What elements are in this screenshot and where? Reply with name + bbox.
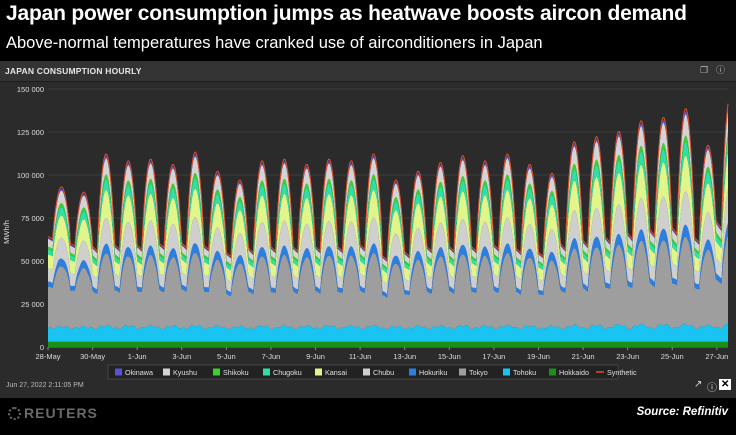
x-tick-label: 21-Jun bbox=[572, 352, 595, 361]
info-icon[interactable]: ⓘ bbox=[707, 383, 717, 394]
y-axis: 0 25 000 50 000 75 000 100 000 125 000 150 000 bbox=[17, 85, 44, 352]
legend-label-shikoku: Shikoku bbox=[223, 368, 249, 377]
window-icon[interactable]: ❐ bbox=[700, 65, 709, 75]
y-tick-label: 25 000 bbox=[21, 300, 44, 309]
help-icon[interactable]: ⓘ bbox=[716, 65, 726, 75]
reuters-mark-icon bbox=[8, 407, 21, 420]
share-icon[interactable]: ↗ bbox=[694, 379, 703, 390]
x-tick-label: 11-Jun bbox=[349, 352, 371, 361]
x-tick-label: 13-Jun bbox=[393, 352, 416, 361]
legend-swatch-kyushu bbox=[163, 368, 170, 376]
legend-swatch-hokuriku bbox=[409, 368, 416, 376]
x-tick-label: 19-Jun bbox=[527, 352, 550, 361]
subheadline: Above-normal temperatures have cranked u… bbox=[6, 34, 543, 52]
stacked-areas bbox=[47, 103, 729, 347]
source-note: Source: Refinitiv bbox=[636, 406, 728, 418]
x-tick-label: 9-Jun bbox=[306, 352, 325, 361]
legend-label-tokyo: Tokyo bbox=[469, 368, 488, 377]
x-tick-label: 28-May bbox=[35, 352, 60, 361]
legend-label-kansai: Kansai bbox=[325, 368, 347, 377]
legend: Okinawa Kyushu Shikoku Chugoku Kansai Chubu Ho… bbox=[107, 364, 637, 380]
legend-label-okinawa: Okinawa bbox=[125, 368, 153, 377]
legend-swatch-kansai bbox=[315, 368, 322, 376]
legend-swatch-chugoku bbox=[263, 368, 270, 376]
legend-label-hokuriku: Hokuriku bbox=[419, 368, 447, 377]
y-tick-label: 125 000 bbox=[17, 128, 44, 137]
legend-swatch-hokkaido bbox=[549, 368, 556, 376]
x-tick-label: 15-Jun bbox=[438, 352, 461, 361]
y-tick-label: 0 bbox=[40, 343, 44, 352]
legend-label-synthetic: Synthetic bbox=[607, 368, 637, 377]
area-chugoku bbox=[48, 137, 728, 274]
panel-title: JAPAN CONSUMPTION HOURLY bbox=[5, 66, 142, 76]
line-synthetic bbox=[47, 103, 729, 262]
y-tick-label: 100 000 bbox=[17, 171, 44, 180]
legend-label-chugoku: Chugoku bbox=[273, 368, 302, 377]
x-axis: 28-May 30-May 1-Jun 3-Jun 5-Jun 7-Jun 9-Jun 11-… bbox=[35, 347, 728, 361]
legend-label-hokkaido: Hokkaido bbox=[559, 368, 589, 377]
y-axis-label: MWh/h bbox=[2, 220, 11, 244]
legend-swatch-chubu bbox=[363, 368, 370, 376]
consumption-chart: 0 25 000 50 000 75 000 100 000 125 000 150 000… bbox=[2, 85, 729, 380]
area-tokyo bbox=[48, 235, 728, 330]
x-tick-label: 25-Jun bbox=[661, 352, 684, 361]
chart-panel: JAPAN CONSUMPTION HOURLY ❐ ⓘ 0 25 000 50 0… bbox=[0, 61, 736, 398]
legend-label-kyushu: Kyushu bbox=[173, 368, 197, 377]
area-kansai bbox=[48, 152, 728, 284]
legend-label-tohoku: Tohoku bbox=[513, 368, 536, 377]
y-tick-label: 50 000 bbox=[21, 257, 44, 266]
y-tick-label: 150 000 bbox=[17, 85, 44, 94]
reuters-logo: REUTERS bbox=[8, 405, 98, 421]
area-tohoku bbox=[48, 323, 728, 342]
x-tick-label: 7-Jun bbox=[262, 352, 281, 361]
legend-label-chubu: Chubu bbox=[373, 368, 394, 377]
x-tick-label: 3-Jun bbox=[172, 352, 191, 361]
legend-swatch-okinawa bbox=[115, 368, 122, 376]
legend-swatch-shikoku bbox=[213, 368, 220, 376]
brand-text: REUTERS bbox=[24, 405, 98, 421]
area-hokuriku bbox=[48, 223, 728, 298]
y-tick-label: 75 000 bbox=[21, 214, 44, 223]
x-tick-label: 1-Jun bbox=[128, 352, 147, 361]
close-icon[interactable]: ✕ bbox=[719, 379, 732, 390]
area-kyushu bbox=[48, 109, 728, 268]
area-shikoku bbox=[48, 131, 728, 270]
x-tick-label: 30-May bbox=[80, 352, 105, 361]
area-hokkaido bbox=[48, 341, 728, 347]
legend-swatch-tokyo bbox=[459, 368, 466, 376]
legend-swatch-tohoku bbox=[503, 368, 510, 376]
x-tick-label: 17-Jun bbox=[482, 352, 505, 361]
headline: Japan power consumption jumps as heatwav… bbox=[6, 2, 687, 25]
x-tick-label: 5-Jun bbox=[217, 352, 236, 361]
x-tick-label: 23-Jun bbox=[616, 352, 639, 361]
panel-header: JAPAN CONSUMPTION HOURLY ❐ ⓘ bbox=[0, 61, 736, 82]
area-chubu bbox=[48, 188, 728, 294]
timestamp: Jun 27, 2022 2:11:05 PM bbox=[6, 382, 84, 389]
x-tick-label: 27-Jun bbox=[705, 352, 728, 361]
